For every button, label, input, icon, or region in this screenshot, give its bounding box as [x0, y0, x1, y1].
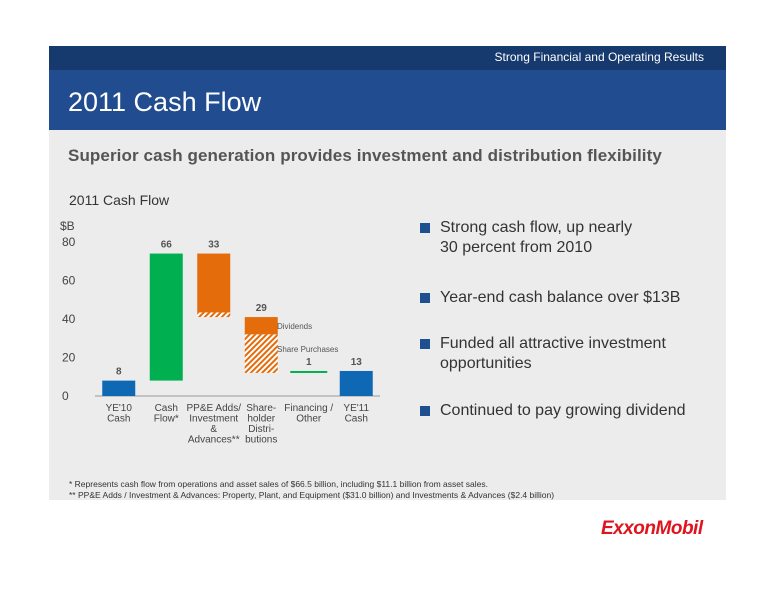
footnote-line: ** PP&E Adds / Investment & Advances: Pr… — [69, 490, 555, 500]
x-tick-label: YE'10 — [106, 403, 133, 414]
x-tick-label: Cash — [155, 403, 178, 414]
x-tick-label: Share- — [246, 403, 276, 414]
slide-background: Strong Financial and Operating Results 2… — [49, 46, 726, 500]
bar-value-label: 1 — [306, 357, 312, 368]
bullet-square-icon — [420, 293, 430, 303]
bullet-line: Strong cash flow, up nearly — [440, 219, 633, 236]
top-bar: Strong Financial and Operating Results — [49, 46, 726, 70]
bullet-line: Year-end cash balance over $13B — [440, 289, 681, 306]
page-title: 2011 Cash Flow — [68, 87, 262, 117]
x-tick-label: PP&E Adds/ — [187, 403, 242, 414]
bullet-square-icon — [420, 406, 430, 416]
bullet-line: opportunities — [440, 355, 532, 372]
x-tick-label: & — [210, 424, 217, 435]
bullet-text: Year-end cash balance over $13B — [440, 288, 720, 308]
annotation-share-purchases: Share Purchases — [277, 345, 338, 354]
chart-title: 2011 Cash Flow — [69, 192, 170, 208]
bullet-line: Funded all attractive investment — [440, 335, 666, 352]
x-tick-label: Cash — [345, 414, 368, 425]
bar-segment-hatched — [244, 334, 278, 373]
x-tick-label: holder — [247, 414, 275, 425]
y-tick-label: 60 — [62, 274, 76, 288]
x-tick-label: Advances** — [188, 435, 240, 446]
y-tick-label: 0 — [62, 389, 69, 403]
bar — [339, 370, 373, 396]
footnotes: * Represents cash flow from operations a… — [69, 479, 554, 501]
footnote-line: * Represents cash flow from operations a… — [69, 479, 488, 489]
bullet-text: Strong cash flow, up nearly 30 percent fr… — [440, 218, 720, 258]
bar-value-label: 66 — [161, 240, 173, 251]
y-tick-label: 40 — [62, 312, 76, 326]
bar-value-label: 33 — [208, 240, 220, 251]
bullet-square-icon — [420, 223, 430, 233]
bullet-line: 30 percent from 2010 — [440, 239, 593, 256]
bullet-line: Continued to pay growing dividend — [440, 402, 686, 419]
bar-segment — [244, 317, 278, 335]
x-tick-label: Investment — [189, 414, 238, 425]
bar — [149, 253, 183, 381]
annotation-dividends: Dividends — [277, 322, 312, 331]
bullet-text: Funded all attractive investment opportun… — [440, 334, 720, 374]
x-tick-label: Other — [296, 414, 322, 425]
x-tick-label: Flow* — [154, 414, 179, 425]
y-tick-label: 20 — [62, 351, 76, 365]
y-axis-unit-label: $B — [60, 219, 75, 233]
x-tick-label: Financing / — [284, 403, 333, 414]
page-subtitle: Superior cash generation provides invest… — [68, 146, 662, 165]
bar-value-label: 13 — [351, 357, 363, 368]
exxonmobil-logo: ExxonMobil — [601, 518, 703, 539]
section-label: Strong Financial and Operating Results — [494, 50, 704, 64]
bullet-square-icon — [420, 339, 430, 349]
bar-value-label: 8 — [116, 367, 122, 378]
bar — [290, 370, 328, 373]
x-tick-label: Distri- — [248, 424, 274, 435]
bar-segment — [197, 253, 231, 313]
x-tick-label: butions — [245, 435, 277, 446]
bar — [102, 380, 136, 396]
y-tick-label: 80 — [62, 235, 76, 249]
x-tick-label: Cash — [107, 414, 130, 425]
x-tick-label: YE'11 — [343, 403, 369, 414]
bar-segment-hatched — [197, 312, 231, 318]
bar-value-label: 29 — [256, 303, 268, 314]
bullet-text: Continued to pay growing dividend — [440, 401, 720, 421]
title-bar: 2011 Cash Flow — [49, 70, 726, 130]
